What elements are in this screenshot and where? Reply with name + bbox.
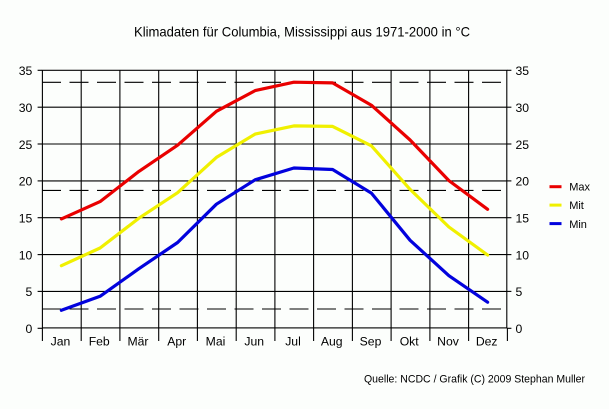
svg-text:Max: Max [569,182,590,194]
svg-text:25: 25 [19,138,33,152]
svg-text:Aug: Aug [321,334,343,348]
svg-text:Quelle: NCDC / Grafik (C) 2009: Quelle: NCDC / Grafik (C) 2009 Stephan M… [364,374,585,386]
svg-text:15: 15 [516,212,530,226]
svg-text:20: 20 [516,175,530,189]
svg-text:Min: Min [569,219,587,231]
svg-text:5: 5 [516,285,523,299]
svg-text:20: 20 [19,175,33,189]
svg-text:5: 5 [26,285,33,299]
svg-text:35: 35 [516,64,530,78]
svg-text:Jul: Jul [285,334,301,348]
svg-text:30: 30 [516,101,530,115]
svg-text:Mär: Mär [128,334,149,348]
svg-text:Jan: Jan [51,334,71,348]
svg-text:Jun: Jun [244,334,264,348]
svg-text:Dez: Dez [476,334,498,348]
svg-text:25: 25 [516,138,530,152]
svg-text:10: 10 [19,248,33,262]
svg-text:Nov: Nov [437,334,460,348]
svg-text:35: 35 [19,64,33,78]
svg-text:Apr: Apr [167,334,186,348]
svg-text:10: 10 [516,248,530,262]
svg-text:Klimadaten für Columbia, Missi: Klimadaten für Columbia, Mississippi aus… [134,24,470,39]
svg-text:Okt: Okt [400,334,420,348]
svg-text:30: 30 [19,101,33,115]
svg-text:0: 0 [516,322,523,336]
svg-text:15: 15 [19,212,33,226]
svg-text:Sep: Sep [360,334,382,348]
svg-text:0: 0 [26,322,33,336]
svg-text:Mit: Mit [569,200,584,212]
svg-text:Mai: Mai [206,334,226,348]
svg-text:Feb: Feb [89,334,110,348]
